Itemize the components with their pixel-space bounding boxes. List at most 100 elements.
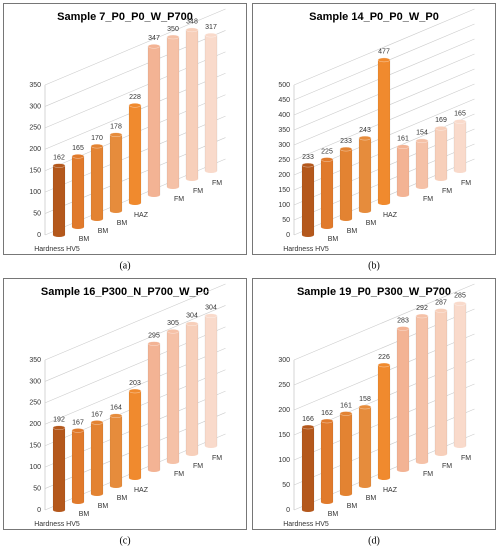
data-label: 162	[321, 410, 333, 417]
bar-top	[339, 146, 353, 152]
bar-top	[128, 103, 142, 108]
y-tick-label: 200	[278, 407, 290, 414]
x-tick-label: BM	[79, 236, 90, 243]
data-label: 283	[397, 317, 409, 324]
bar	[204, 34, 218, 172]
bar	[166, 36, 180, 188]
bar	[434, 310, 448, 455]
bar	[301, 164, 315, 236]
chart-title: Sample 16_P300_N_P700_W_P0	[41, 286, 209, 298]
x-tick-label: FM	[423, 471, 433, 478]
bar	[453, 121, 467, 172]
grid-line	[44, 305, 226, 382]
bar-top	[71, 428, 85, 433]
data-label: 169	[435, 117, 447, 124]
bar-bottom	[302, 233, 314, 237]
bar-bottom	[435, 177, 447, 181]
data-label: 167	[72, 419, 84, 426]
x-tick-label: BM	[98, 503, 109, 510]
bar-bottom	[148, 468, 160, 472]
y-tick-label: 350	[29, 357, 41, 364]
bar-top	[301, 424, 315, 430]
bar-top	[301, 162, 315, 168]
bar-top	[434, 126, 448, 131]
bar	[71, 156, 85, 228]
panel: Sample 16_P300_N_P700_W_P0 0 50 100 150 200 25…	[3, 278, 247, 546]
bar-bottom	[378, 476, 390, 480]
y-tick-label: 250	[29, 400, 41, 407]
x-tick-label: BM	[79, 511, 90, 518]
bar	[109, 134, 123, 212]
bar-top	[109, 132, 123, 137]
data-label: 161	[397, 136, 409, 143]
bar	[415, 315, 429, 463]
y-tick-label: 300	[29, 103, 41, 110]
bar-bottom	[205, 169, 217, 173]
y-tick-label: 0	[37, 232, 41, 239]
x-tick-label: BM	[328, 236, 339, 243]
y-tick-label: 300	[29, 378, 41, 385]
bar	[128, 105, 142, 204]
bar-top	[71, 154, 85, 159]
bar-top	[147, 341, 161, 346]
data-label: 165	[454, 110, 466, 117]
y-tick-label: 0	[37, 507, 41, 514]
data-label: 170	[91, 135, 103, 142]
chart-title: Sample 7_P0_P0_W_P700	[57, 11, 193, 23]
y-tick-label: 500	[278, 82, 290, 89]
bar-bottom	[167, 460, 179, 464]
bar-top	[109, 413, 123, 418]
bar-bottom	[91, 217, 103, 221]
data-label: 304	[186, 313, 198, 320]
x-axis-label: Hardness HV5	[34, 521, 80, 528]
bar-top	[434, 308, 448, 313]
data-label: 304	[205, 305, 217, 312]
bar-bottom	[416, 185, 428, 189]
bar	[358, 137, 372, 212]
grid-line	[293, 283, 475, 361]
bar-bottom	[53, 233, 65, 237]
bar-bottom	[416, 460, 428, 464]
bar-top	[415, 313, 429, 319]
bar-bottom	[397, 468, 409, 472]
bar	[453, 303, 467, 447]
data-label: 285	[454, 292, 466, 299]
x-tick-label: BM	[117, 495, 128, 502]
data-label: 154	[416, 130, 428, 137]
bar-top	[396, 326, 410, 331]
bar-top	[358, 135, 372, 141]
data-label: 165	[72, 145, 84, 152]
grid-line	[293, 8, 475, 86]
y-tick-label: 150	[29, 443, 41, 450]
x-tick-label: BM	[347, 228, 358, 235]
bar	[90, 145, 104, 220]
grid-line	[44, 283, 226, 361]
bar	[109, 415, 123, 487]
bar-top	[377, 362, 391, 368]
bar-bottom	[435, 452, 447, 456]
data-label: 317	[205, 24, 217, 31]
data-label: 347	[148, 35, 160, 42]
bar-bottom	[359, 484, 371, 488]
bar	[396, 146, 410, 196]
x-tick-label: HAZ	[134, 487, 149, 494]
y-tick-label: 50	[282, 482, 290, 489]
bar	[52, 165, 66, 236]
data-label: 287	[435, 299, 447, 306]
bar-top	[52, 163, 66, 168]
data-label: 225	[321, 148, 333, 155]
bar-top	[320, 157, 334, 162]
data-label: 161	[340, 402, 352, 409]
bar-bottom	[91, 492, 103, 496]
x-tick-label: FM	[212, 455, 222, 462]
data-label: 477	[378, 49, 390, 56]
bar-top	[453, 301, 467, 306]
bar	[377, 364, 391, 479]
bar-bottom	[321, 500, 333, 504]
panel: Sample 7_P0_P0_W_P700 0 50 100 150 200 250 300 3…	[3, 3, 247, 271]
bar-bottom	[167, 185, 179, 189]
panel: Sample 14_P0_P0_W_P0 0 50 100 150 200 250 300 35…	[252, 3, 496, 271]
bar-top	[204, 313, 218, 318]
x-tick-label: HAZ	[383, 487, 398, 494]
bar-bottom	[72, 225, 84, 229]
